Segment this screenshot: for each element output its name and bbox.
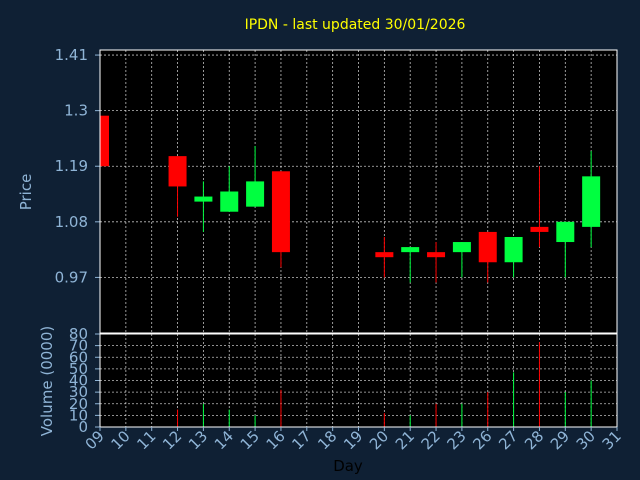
candle-body <box>504 236 523 263</box>
price-tick-label: 1.3 <box>64 102 88 120</box>
x-tick-label: 27 <box>495 427 521 453</box>
candle-15 <box>246 146 265 207</box>
candle-body <box>530 226 549 232</box>
candle-09 <box>99 115 109 167</box>
x-tick-label: 19 <box>340 427 366 453</box>
candle-20 <box>375 236 394 278</box>
price-panel: 0.97 1.08 1.19 1.3 1.41 <box>55 46 618 334</box>
x-tick-label: 14 <box>211 427 237 453</box>
candle-body <box>271 171 290 253</box>
candle-body <box>168 156 187 187</box>
candle-26 <box>478 231 497 283</box>
price-tick-label: 0.97 <box>55 268 88 286</box>
candle-body <box>246 181 265 207</box>
x-tick-label: 29 <box>547 427 573 453</box>
candle-12 <box>168 156 187 217</box>
x-tick-label: 31 <box>599 427 625 453</box>
x-tick-label: 30 <box>573 427 599 453</box>
x-tick-label: 22 <box>418 427 444 453</box>
price-panel-border <box>99 49 618 334</box>
volume-tick-label: 10 <box>69 406 88 424</box>
candle-16 <box>271 171 290 268</box>
x-tick-label: 20 <box>366 427 392 453</box>
x-tick-label: 12 <box>159 427 185 453</box>
candle-30 <box>582 151 601 248</box>
candle-28 <box>530 166 549 248</box>
candle-body <box>375 252 394 258</box>
candle-14 <box>220 166 239 212</box>
volume-tick-label: 70 <box>69 337 88 355</box>
x-tick-label: 18 <box>314 427 340 453</box>
candle-13 <box>194 181 213 232</box>
price-tick-label: 1.08 <box>55 213 88 231</box>
candle-22 <box>427 242 446 283</box>
volume-axis-label: Volume (0000) <box>38 326 56 436</box>
candle-body <box>478 231 497 263</box>
x-tick-label: 16 <box>263 427 289 453</box>
x-tick-label: 23 <box>443 427 469 453</box>
price-tick-label: 1.19 <box>55 157 88 175</box>
x-tick-label: 28 <box>521 427 547 453</box>
candle-body <box>100 115 109 167</box>
candle-body <box>556 221 575 243</box>
volume-tick-label: 30 <box>69 383 88 401</box>
x-tick-label: 26 <box>469 427 495 453</box>
candle-body <box>220 191 239 212</box>
volume-tick-label: 40 <box>69 372 88 390</box>
candle-body <box>452 242 471 253</box>
volume-tick-label: 60 <box>69 348 88 366</box>
x-tick-label: 21 <box>392 427 418 453</box>
candle-body <box>194 196 213 202</box>
volume-tick-label: 50 <box>69 360 88 378</box>
volume-tick-label: 0 <box>78 418 88 436</box>
candle-body <box>427 252 446 258</box>
candle-body <box>582 176 601 227</box>
volume-tick-label: 20 <box>69 395 88 413</box>
x-tick-label: 13 <box>185 427 211 453</box>
candle-27 <box>504 236 523 278</box>
candle-21 <box>401 247 420 283</box>
x-tick-label: 17 <box>288 427 314 453</box>
volume-tick-label: 80 <box>69 325 88 343</box>
x-tick-label: 15 <box>237 427 263 453</box>
x-axis-label: Day <box>333 457 363 475</box>
candle-23 <box>452 242 471 278</box>
price-tick-label: 1.41 <box>55 46 88 64</box>
candle-body <box>401 247 420 253</box>
y-axis-label: Price <box>17 174 35 211</box>
x-tick-label: 11 <box>133 427 159 453</box>
chart-title: IPDN - last updated 30/01/2026 <box>245 17 466 33</box>
candle-29 <box>556 221 575 278</box>
x-tick-label: 10 <box>107 427 133 453</box>
x-axis-ticks: 09 10 11 12 13 14 15 16 17 18 19 20 21 22 23 26 27 28 29 30… <box>82 427 625 453</box>
